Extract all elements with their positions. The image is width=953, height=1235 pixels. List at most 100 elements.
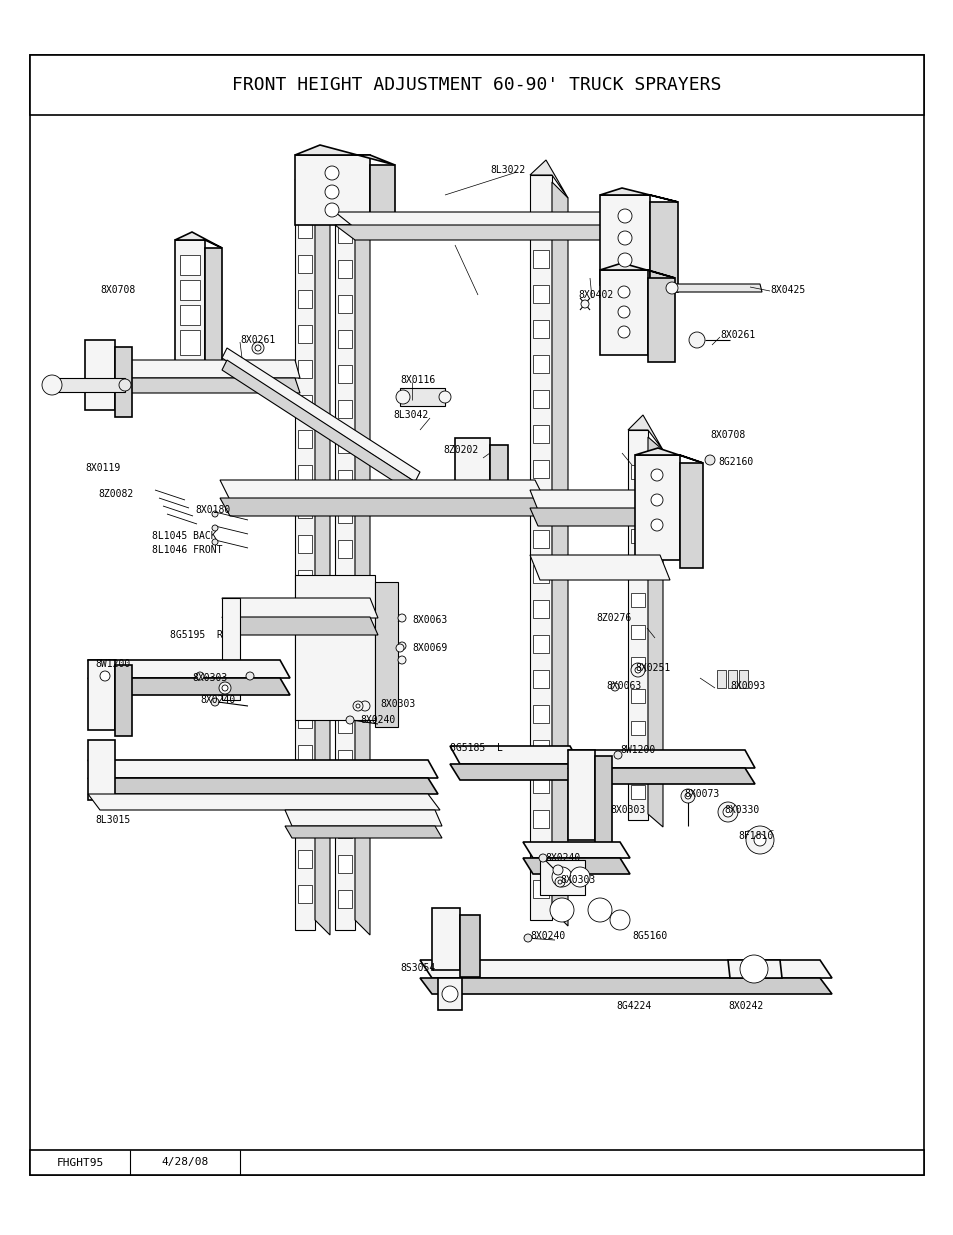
Circle shape [254,345,261,351]
Text: 8X0240: 8X0240 [544,853,579,863]
Bar [30,1150,923,1174]
Polygon shape [630,593,644,606]
Text: 8X0242: 8X0242 [727,1002,762,1011]
Polygon shape [533,495,548,513]
Polygon shape [335,225,649,240]
Circle shape [42,375,62,395]
Polygon shape [530,555,669,580]
Polygon shape [450,764,579,781]
Polygon shape [285,810,441,826]
Polygon shape [297,571,312,588]
Polygon shape [337,610,352,629]
Text: 8X0073: 8X0073 [683,789,719,799]
Polygon shape [552,182,567,926]
Polygon shape [297,605,312,622]
Polygon shape [533,215,548,233]
Text: 8G5160: 8G5160 [631,931,666,941]
Polygon shape [437,978,461,1010]
Text: 8Z0082: 8Z0082 [98,489,133,499]
Polygon shape [530,490,667,510]
Text: 8S3054: 8S3054 [399,963,435,973]
Polygon shape [627,415,662,450]
Circle shape [587,898,612,923]
Polygon shape [337,855,352,873]
Circle shape [618,326,629,338]
Polygon shape [630,496,644,511]
Polygon shape [88,778,437,794]
Polygon shape [174,240,205,370]
Polygon shape [297,395,312,412]
Text: 8Z0276: 8Z0276 [596,613,631,622]
Circle shape [609,910,629,930]
Polygon shape [337,471,352,488]
Polygon shape [297,885,312,903]
Polygon shape [337,225,352,243]
Polygon shape [539,860,584,895]
Polygon shape [294,156,370,225]
Polygon shape [530,175,552,920]
Polygon shape [533,320,548,338]
Polygon shape [297,745,312,763]
Text: 8X0402: 8X0402 [578,290,613,300]
Polygon shape [337,680,352,698]
Polygon shape [533,564,548,583]
Circle shape [395,390,410,404]
Circle shape [650,469,662,480]
Circle shape [614,751,621,760]
Polygon shape [370,165,395,230]
Circle shape [553,864,562,876]
Polygon shape [533,810,548,827]
Polygon shape [522,858,629,874]
Text: 8X0303: 8X0303 [192,673,227,683]
Text: 8X0063: 8X0063 [605,680,640,692]
Polygon shape [314,185,330,935]
Polygon shape [297,535,312,553]
Circle shape [688,332,704,348]
Polygon shape [88,740,115,800]
Text: 8X0116: 8X0116 [399,375,435,385]
Polygon shape [297,325,312,343]
Polygon shape [450,746,579,764]
Text: 4/28/08: 4/28/08 [161,1157,209,1167]
Text: 8X0708: 8X0708 [709,430,744,440]
Polygon shape [490,445,507,496]
Polygon shape [337,330,352,348]
Circle shape [684,793,690,799]
Text: 8X0069: 8X0069 [412,643,447,653]
Text: 8X0240: 8X0240 [200,695,235,705]
Circle shape [397,614,406,622]
Polygon shape [649,203,678,291]
Circle shape [246,672,253,680]
Circle shape [195,672,204,680]
Circle shape [618,253,631,267]
Polygon shape [630,785,644,799]
Polygon shape [455,438,490,490]
Polygon shape [294,576,375,720]
Polygon shape [375,582,397,727]
Polygon shape [630,721,644,735]
Polygon shape [599,263,675,278]
Circle shape [558,881,561,884]
Circle shape [650,494,662,506]
Text: 8W1200: 8W1200 [619,745,655,755]
Polygon shape [567,768,754,784]
Polygon shape [533,881,548,898]
Polygon shape [647,278,675,362]
Text: 8X0180: 8X0180 [194,505,230,515]
Text: 8X0425: 8X0425 [769,285,804,295]
Polygon shape [297,640,312,658]
Text: 8F1810: 8F1810 [738,831,773,841]
Circle shape [441,986,457,1002]
Text: 8X0119: 8X0119 [85,463,120,473]
Polygon shape [630,657,644,671]
Circle shape [680,789,695,803]
Text: 8Z0202: 8Z0202 [442,445,477,454]
Text: 8X0063: 8X0063 [412,615,447,625]
Polygon shape [533,600,548,618]
Circle shape [211,698,219,706]
Polygon shape [530,161,567,198]
Circle shape [618,306,629,317]
Polygon shape [419,960,831,978]
Polygon shape [337,540,352,558]
Polygon shape [297,359,312,378]
